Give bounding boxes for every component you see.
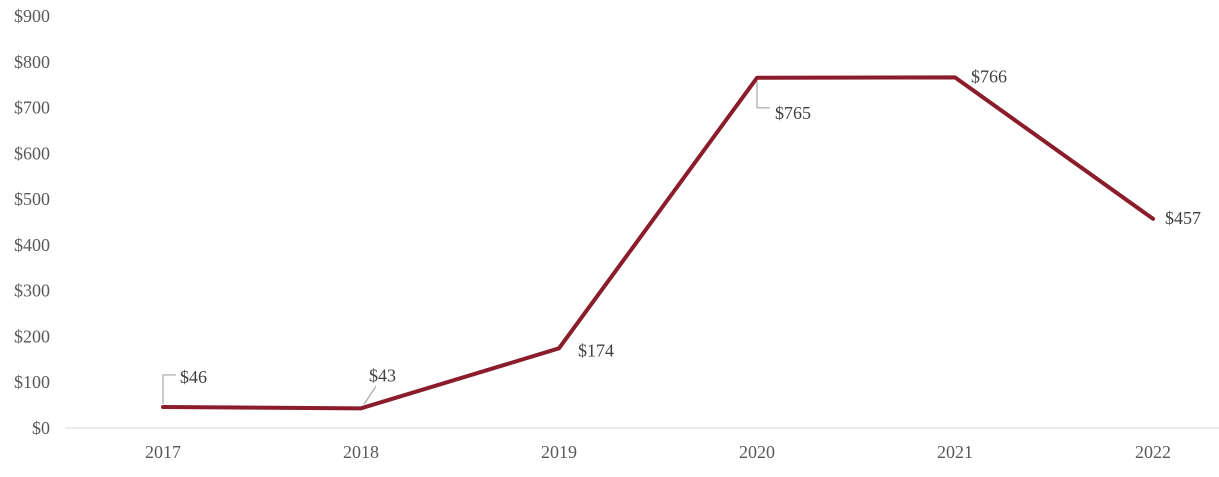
data-label: $766	[971, 66, 1007, 86]
y-tick-label: $100	[14, 372, 50, 392]
data-label-leader-line	[756, 81, 770, 109]
data-label: $174	[578, 340, 614, 360]
x-tick-label: 2022	[1135, 442, 1171, 462]
data-label: $457	[1165, 208, 1201, 228]
y-tick-label: $400	[14, 235, 50, 255]
y-tick-label: $600	[14, 143, 50, 163]
y-tick-label: $900	[14, 6, 50, 26]
y-tick-label: $300	[14, 281, 50, 301]
x-tick-label: 2021	[937, 442, 973, 462]
series-line	[161, 75, 1155, 411]
x-tick-label: 2018	[343, 442, 379, 462]
data-label: $43	[369, 365, 396, 385]
data-label-leader-line	[162, 374, 176, 404]
x-tick-label: 2017	[145, 442, 181, 462]
y-tick-label: $200	[14, 326, 50, 346]
data-label-leader-line	[363, 385, 377, 405]
data-label: $765	[775, 103, 811, 123]
y-tick-label: $0	[32, 418, 50, 438]
data-label: $46	[180, 367, 207, 387]
x-tick-label: 2019	[541, 442, 577, 462]
y-tick-label: $700	[14, 98, 50, 118]
y-tick-label: $500	[14, 189, 50, 209]
y-tick-label: $800	[14, 52, 50, 72]
x-tick-label: 2020	[739, 442, 775, 462]
